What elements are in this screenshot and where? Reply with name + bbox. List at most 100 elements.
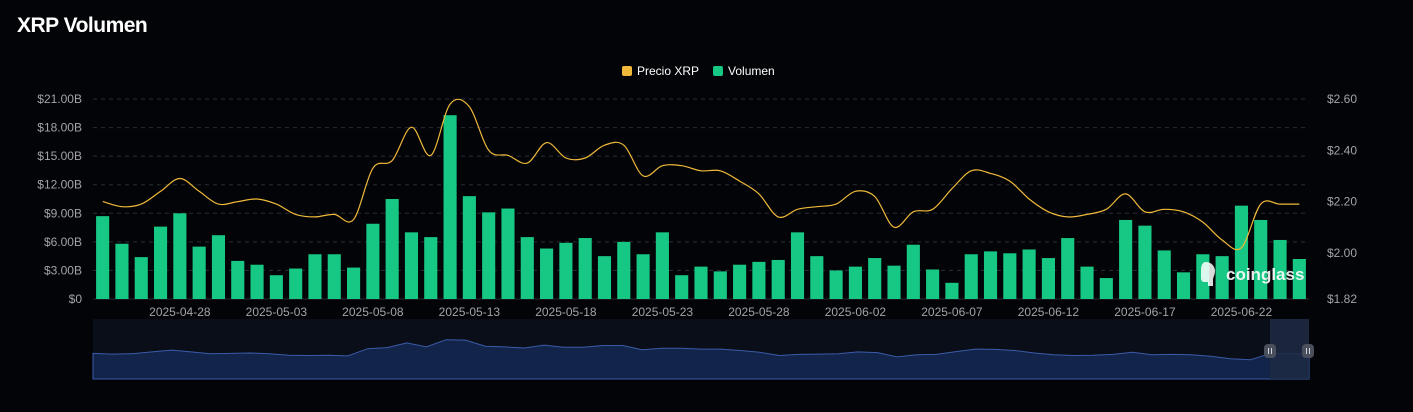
volume-bar [964,254,978,299]
volume-bar [790,232,805,299]
volume-bar [385,199,399,299]
volume-bar [501,208,515,299]
y-left-tick-label: $9.00B [44,206,82,220]
volume-bar [578,238,592,299]
volume-bar [1157,250,1171,299]
volume-bar [926,269,940,299]
coinglass-logo-icon [1201,262,1215,286]
legend-item-price[interactable]: Precio XRP [622,64,699,78]
x-tick-label: 2025-05-13 [439,305,501,319]
x-tick-label: 2025-06-22 [1211,305,1273,319]
volume-bar [250,264,264,299]
volume-bar [1292,259,1306,299]
volume-bar [1022,249,1036,299]
price-line-group [102,98,1300,251]
volume-bar [1119,219,1133,299]
volume-bar [192,246,206,299]
volume-bar [617,241,631,299]
volume-bar [906,244,920,299]
volume-bar [733,264,747,299]
legend-swatch-price [622,66,632,76]
navigator-volume-area [92,339,1310,380]
volume-bar [1061,238,1075,299]
volume-bar [597,256,612,299]
volume-bar [443,115,457,299]
volume-bar [366,223,380,299]
x-tick-label: 2025-05-18 [535,305,597,319]
volume-bar [211,235,226,299]
x-tick-label: 2025-05-23 [632,305,694,319]
x-tick-label: 2025-05-08 [342,305,404,319]
y-right-tick-label: $2.60 [1327,92,1357,106]
volume-bar [636,254,650,299]
volume-bar [520,237,534,299]
volume-bar [713,271,727,299]
navigator-right-handle[interactable] [1302,344,1314,358]
price-line [102,98,1300,251]
y-left-tick-label: $12.00B [37,178,82,192]
volume-bar [115,243,129,299]
y-right-tick-label: $2.00 [1327,246,1357,260]
coinglass-watermark: coinglass [1201,262,1304,286]
x-tick-label: 2025-06-02 [825,305,887,319]
volume-bar [347,267,361,299]
volume-bar [134,257,148,299]
chart-legend: Precio XRP Volumen [622,64,775,78]
y-axis-left-labels: $0 $3.00B $6.00B $9.00B $12.00B $15.00B $18.00… [37,92,82,306]
volume-bar [1003,253,1017,299]
volume-bar [269,275,283,299]
volume-bar [540,248,554,299]
volume-bar [1234,205,1249,299]
x-tick-label: 2025-05-28 [728,305,790,319]
volume-bar [655,232,669,299]
navigator-left-handle[interactable] [1264,344,1276,358]
volume-bar [810,256,824,299]
volume-bar [1215,256,1229,299]
volume-bar [1099,278,1113,299]
volume-bar [1138,225,1152,299]
volume-bar [482,212,496,299]
volume-bar [868,258,882,299]
legend-swatch-volume [713,66,724,76]
volume-bar [173,213,187,299]
volume-bar [694,266,708,299]
volume-bar [887,265,901,299]
volume-bar [308,254,322,299]
y-left-tick-label: $0 [69,292,83,306]
volume-bar [559,242,573,299]
volume-bar [424,237,438,299]
legend-label-volume: Volumen [728,64,775,78]
y-left-tick-label: $6.00B [44,235,82,249]
page-title: XRP Volumen [17,14,148,37]
volume-bar [1080,266,1094,299]
volume-bar [327,254,341,299]
y-right-tick-label: $2.20 [1327,195,1357,209]
volume-bar [96,216,110,299]
x-tick-label: 2025-04-28 [149,305,211,319]
y-left-tick-label: $3.00B [44,263,82,277]
volume-bar [848,266,862,299]
volume-bar [231,260,245,299]
volume-bars [96,115,1306,299]
volume-bar [675,275,689,299]
volume-bar [945,282,959,299]
volume-bar [1254,219,1268,299]
x-tick-label: 2025-06-17 [1114,305,1176,319]
volume-bar [153,226,168,299]
watermark-text: coinglass [1226,265,1304,284]
volume-bar [983,251,998,299]
legend-label-price: Precio XRP [637,64,700,78]
volume-bar [771,259,785,299]
x-axis-labels: 2025-04-28 2025-05-03 2025-05-08 2025-05-13… [149,305,1272,319]
range-navigator[interactable] [92,319,1314,380]
y-left-tick-label: $18.00B [37,121,82,135]
volume-bar [1273,239,1287,299]
legend-item-volume[interactable]: Volumen [713,64,775,78]
y-axis-right-labels: $1.82 $2.00 $2.20 $2.40 $2.60 [1327,92,1357,306]
x-tick-label: 2025-06-07 [921,305,983,319]
y-left-tick-label: $15.00B [37,149,82,163]
volume-bar [1176,272,1191,299]
volume-bar [404,232,419,299]
y-right-tick-label: $2.40 [1327,143,1357,157]
